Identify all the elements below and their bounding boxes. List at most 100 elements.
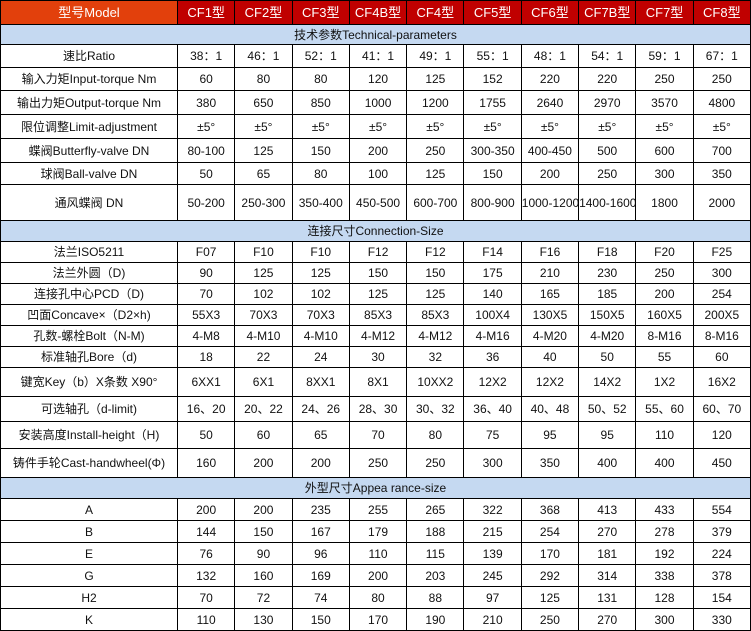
table-cell: 65 [291, 421, 350, 449]
table-cell: 8-M16 [635, 325, 694, 347]
table-cell: 97 [463, 586, 522, 609]
table-cell: 200X5 [692, 304, 751, 326]
table-cell: 16、20 [176, 396, 236, 422]
table-cell: 150 [406, 262, 465, 284]
table-row: 限位调整Limit-adjustment ±5° ±5° ±5° ±5° ±5° ±5° ±5… [0, 114, 751, 139]
table-cell: 28、30 [348, 396, 408, 422]
table-cell: 88 [406, 586, 465, 609]
table-cell: 38：1 [176, 44, 236, 68]
table-cell: 450-500 [348, 184, 408, 221]
table-cell: 200 [291, 448, 350, 478]
model-column-header: CF4型 [406, 0, 465, 25]
table-cell: 800-900 [463, 184, 522, 221]
table-cell: 2000 [692, 184, 751, 221]
table-cell: 10XX2 [406, 367, 465, 397]
table-cell: ±5° [692, 114, 751, 139]
table-cell: 125 [406, 283, 465, 305]
table-cell: 52：1 [291, 44, 350, 68]
table-row: A 200 200 235 255 265 322 368 413 433 554 [0, 498, 751, 521]
table-cell: 292 [520, 564, 580, 587]
table-cell: 85X3 [348, 304, 408, 326]
table-row: 标准轴孔Bore（d) 18 22 24 30 32 36 40 50 55 60 [0, 346, 751, 368]
table-cell: 125 [406, 67, 465, 91]
table-cell: 170 [520, 542, 580, 565]
table-cell: 18 [176, 346, 236, 368]
table-cell: 350-400 [291, 184, 350, 221]
table-cell: 8X1 [348, 367, 408, 397]
model-column-header: CF6型 [520, 0, 580, 25]
table-cell: 50 [176, 162, 236, 185]
table-cell: 80 [406, 421, 465, 449]
table-cell: F10 [291, 241, 350, 263]
table-cell: 700 [692, 138, 751, 163]
table-cell: 270 [578, 520, 637, 543]
model-column-header: CF3型 [291, 0, 350, 25]
table-row: 安装高度Install-height（H) 50 60 65 70 80 75 95 95 110… [0, 421, 751, 449]
table-cell: 40 [520, 346, 580, 368]
table-cell: 50 [578, 346, 637, 368]
table-cell: 200 [635, 283, 694, 305]
table-cell: 85X3 [406, 304, 465, 326]
table-cell: 110 [348, 542, 408, 565]
table-cell: 128 [635, 586, 694, 609]
table-cell: 150 [291, 138, 350, 163]
table-row: 键宽Key（b）X条数 X90° 6XX1 6X1 8XX1 8X1 10XX2 12X2 1… [0, 367, 751, 397]
table-cell: 185 [578, 283, 637, 305]
table-cell: 70 [176, 283, 236, 305]
table-cell: 12X2 [463, 367, 522, 397]
table-cell: 200 [348, 138, 408, 163]
table-cell: 6XX1 [176, 367, 236, 397]
table-cell: 1000 [348, 90, 408, 115]
table-cell: 1755 [463, 90, 522, 115]
model-column-header: CF2型 [234, 0, 293, 25]
table-cell: 95 [578, 421, 637, 449]
table-cell: 200 [520, 162, 580, 185]
table-cell: 450 [692, 448, 751, 478]
table-cell: ±5° [406, 114, 465, 139]
table-cell: 125 [406, 162, 465, 185]
row-label: G [0, 564, 178, 587]
table-cell: 150 [348, 262, 408, 284]
table-cell: 55、60 [635, 396, 694, 422]
table-cell: 1000-1200 [520, 184, 580, 221]
table-cell: 102 [291, 283, 350, 305]
table-cell: 1200 [406, 90, 465, 115]
table-cell: 110 [635, 421, 694, 449]
table-row: K 110 130 150 170 190 210 250 270 300 330 [0, 608, 751, 631]
table-cell: F07 [176, 241, 236, 263]
table-cell: 55：1 [463, 44, 522, 68]
table-cell: 139 [463, 542, 522, 565]
table-cell: 130X5 [520, 304, 580, 326]
table-cell: 1400-1600 [578, 184, 637, 221]
table-cell: 30 [348, 346, 408, 368]
table-cell: 70 [176, 586, 236, 609]
row-label: 凹面Concave×（D2×h) [0, 304, 178, 326]
table-cell: 150 [291, 608, 350, 631]
table-cell: 22 [234, 346, 293, 368]
row-label: 通风蝶阀 DN [0, 184, 178, 221]
row-label: B [0, 520, 178, 543]
model-column-header: CF1型 [176, 0, 236, 25]
table-cell: 2970 [578, 90, 637, 115]
table-row: 凹面Concave×（D2×h) 55X3 70X3 70X3 85X3 85X3 100X… [0, 304, 751, 326]
table-row: 可选轴孔（d-limit) 16、20 20、22 24、26 28、30 30、32 36… [0, 396, 751, 422]
table-cell: 2640 [520, 90, 580, 115]
table-cell: 90 [176, 262, 236, 284]
section-header-row: 连接尺寸Connection-Size [0, 220, 751, 242]
table-cell: 200 [348, 564, 408, 587]
table-cell: 60、70 [692, 396, 751, 422]
table-cell: 67：1 [692, 44, 751, 68]
table-cell: 380 [176, 90, 236, 115]
table-cell: 250 [692, 67, 751, 91]
table-cell: 14X2 [578, 367, 637, 397]
table-cell: 160 [234, 564, 293, 587]
table-cell: 650 [234, 90, 293, 115]
section-title: 连接尺寸Connection-Size [0, 220, 751, 242]
row-label: 铸件手轮Cast-handwheel(Φ) [0, 448, 178, 478]
table-cell: 150X5 [578, 304, 637, 326]
table-cell: 300 [463, 448, 522, 478]
table-cell: 54：1 [578, 44, 637, 68]
table-cell: 65 [234, 162, 293, 185]
table-cell: 70 [348, 421, 408, 449]
table-cell: 254 [520, 520, 580, 543]
